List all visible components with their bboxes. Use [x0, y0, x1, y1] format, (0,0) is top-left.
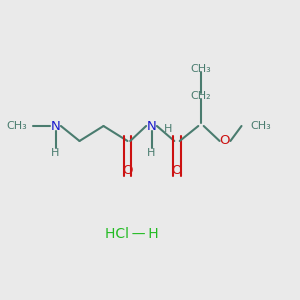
Text: HCl — H: HCl — H [105, 227, 159, 241]
Text: N: N [147, 119, 156, 133]
Text: CH₂: CH₂ [191, 91, 211, 101]
Text: CH₃: CH₃ [190, 64, 212, 74]
Text: CH₃: CH₃ [250, 121, 271, 131]
Text: CH₃: CH₃ [6, 121, 27, 131]
Text: N: N [51, 119, 60, 133]
Text: O: O [220, 134, 230, 148]
Text: H: H [164, 124, 172, 134]
Text: O: O [122, 164, 133, 178]
Text: H: H [147, 148, 156, 158]
Text: O: O [172, 164, 182, 178]
Text: H: H [51, 148, 60, 158]
